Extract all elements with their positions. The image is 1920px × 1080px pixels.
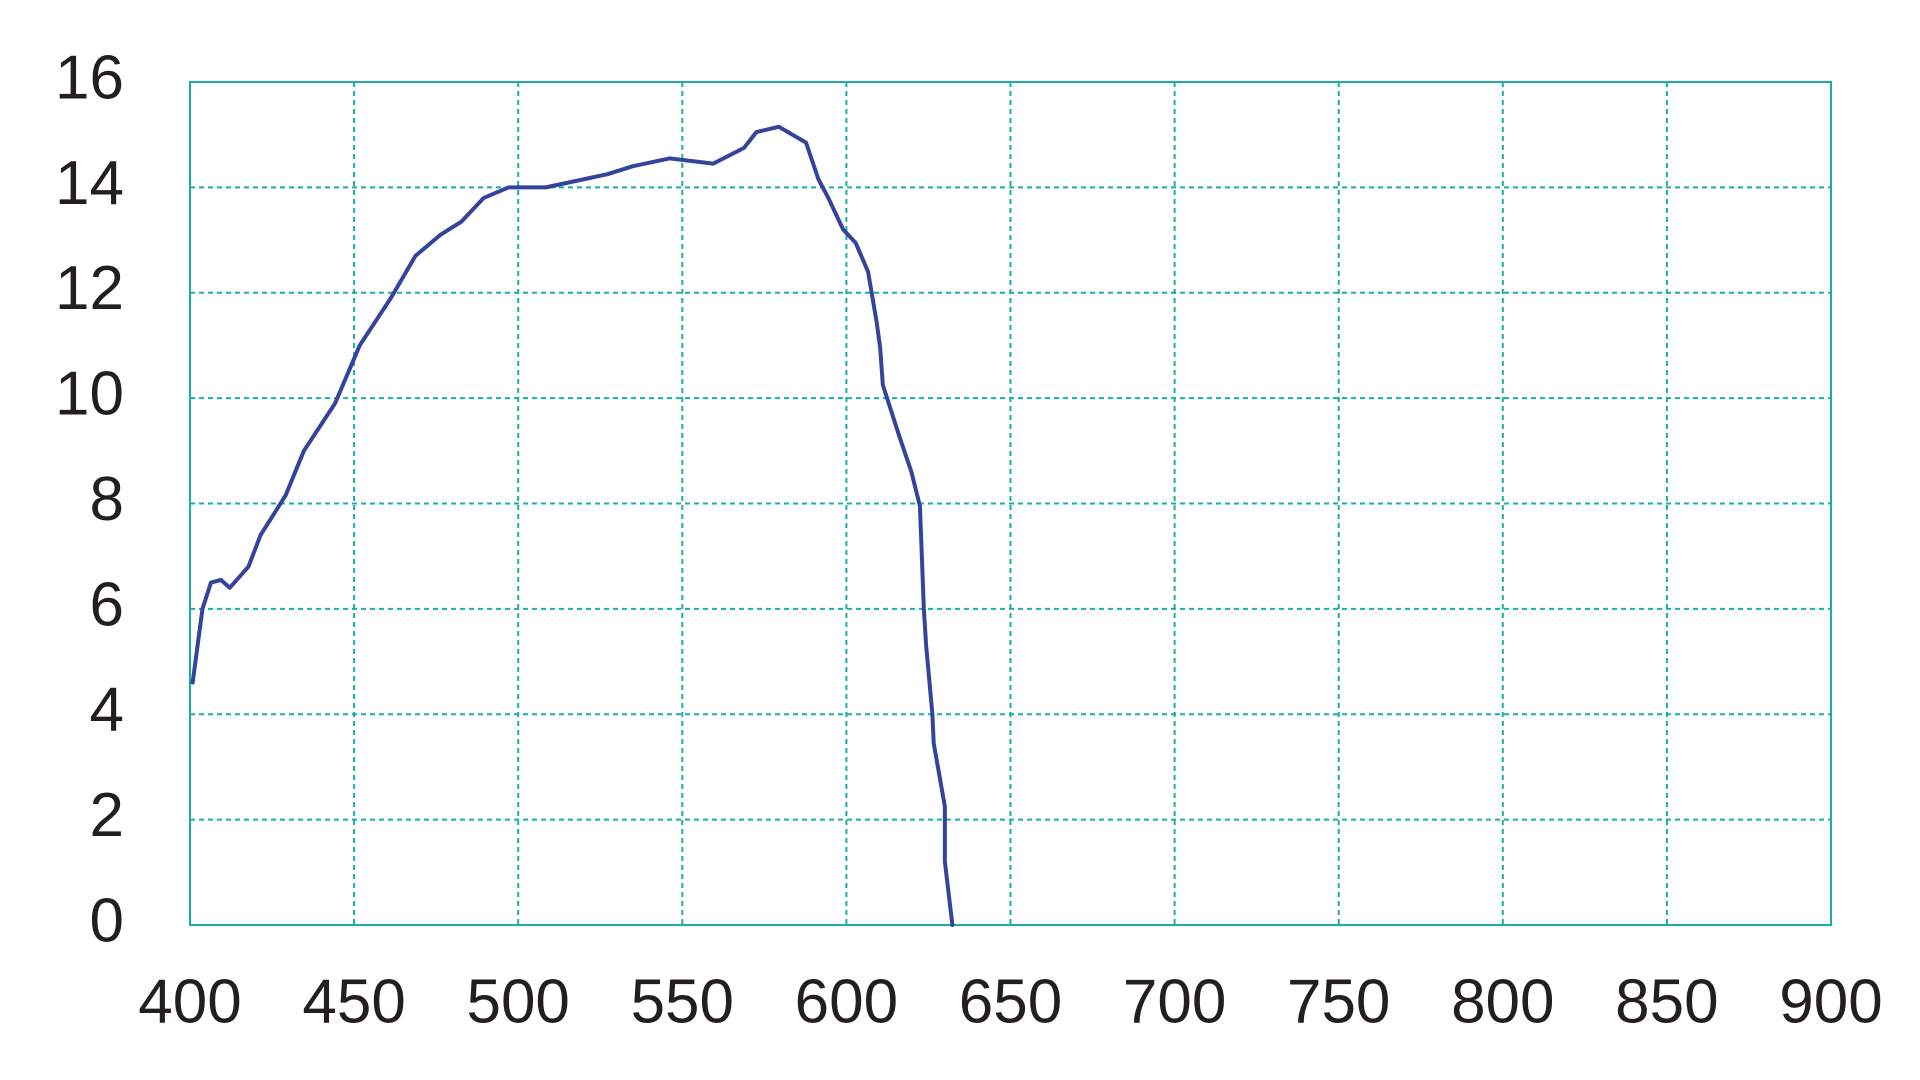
x-tick-label: 700 <box>1123 967 1226 1036</box>
y-tick-label: 6 <box>90 570 124 639</box>
y-tick-label: 12 <box>55 254 124 323</box>
x-tick-label: 800 <box>1451 967 1554 1036</box>
x-tick-label: 600 <box>795 967 898 1036</box>
data-line <box>190 124 955 927</box>
x-tick-label: 650 <box>959 967 1062 1036</box>
y-tick-label: 16 <box>55 43 124 112</box>
y-tick-label: 14 <box>55 149 124 218</box>
plot-frame <box>189 81 1832 926</box>
x-tick-label: 850 <box>1615 967 1718 1036</box>
x-tick-label: 900 <box>1779 967 1882 1036</box>
x-tick-label: 550 <box>631 967 734 1036</box>
y-tick-label: 2 <box>90 781 124 850</box>
y-tick-label: 10 <box>55 360 124 429</box>
x-tick-label: 750 <box>1287 967 1390 1036</box>
y-tick-label: 8 <box>90 465 124 534</box>
x-tick-label: 450 <box>302 967 405 1036</box>
x-tick-label: 500 <box>466 967 569 1036</box>
y-tick-label: 4 <box>90 676 124 745</box>
y-tick-label: 0 <box>90 886 124 955</box>
x-tick-label: 400 <box>138 967 241 1036</box>
